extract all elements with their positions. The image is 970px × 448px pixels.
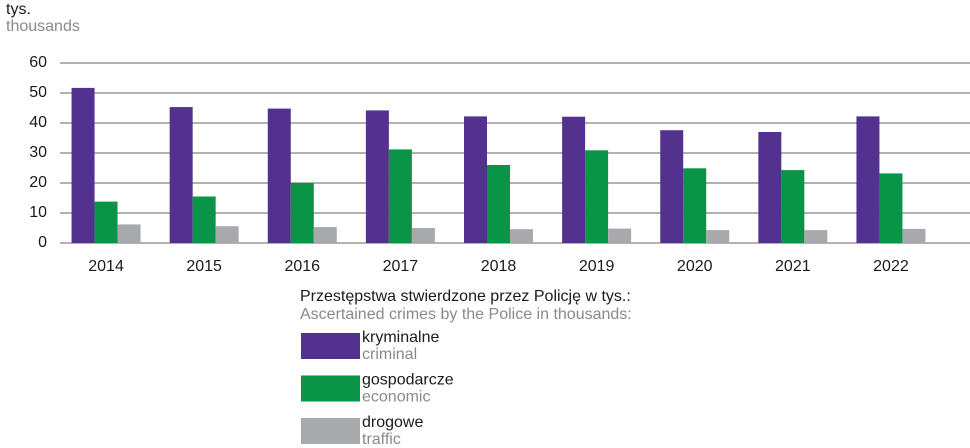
x-tick-label: 2016 — [284, 258, 320, 275]
bar — [683, 168, 707, 243]
x-tick-label: 2014 — [88, 258, 124, 275]
x-tick-label: 2015 — [186, 258, 222, 275]
x-tick-label: 2018 — [481, 258, 517, 275]
bar — [290, 183, 314, 243]
bar — [71, 87, 95, 244]
bar — [585, 150, 609, 243]
y-tick-label: 30 — [29, 144, 47, 161]
bar — [117, 224, 141, 243]
bar — [192, 196, 216, 243]
bar — [365, 110, 389, 244]
legend-label: drogowe — [362, 414, 423, 431]
y-tick-label: 20 — [29, 174, 47, 191]
legend-swatch — [301, 418, 360, 444]
x-tick-label: 2017 — [383, 258, 419, 275]
y-axis-label: tys. — [6, 1, 31, 18]
x-tick-label: 2021 — [775, 258, 811, 275]
x-tick-label: 2022 — [873, 258, 909, 275]
bar — [608, 228, 632, 243]
bar — [464, 116, 487, 243]
bar — [804, 230, 828, 243]
bar — [562, 116, 586, 243]
legend-title: Przestępstwa stwierdzone przez Policję w… — [300, 288, 631, 305]
bar — [879, 173, 903, 243]
legend-label: kryminalne — [362, 329, 439, 346]
legend-title-en: Ascertained crimes by the Police in thou… — [300, 306, 632, 323]
bar — [902, 228, 926, 243]
y-tick-label: 40 — [29, 114, 47, 131]
bar — [660, 130, 684, 243]
bar — [313, 227, 337, 243]
bar — [388, 149, 412, 243]
y-tick-label: 10 — [29, 204, 47, 221]
bar — [510, 229, 533, 243]
legend-label: gospodarcze — [362, 372, 454, 389]
y-tick-label: 60 — [29, 54, 47, 71]
legend-swatch — [301, 375, 360, 402]
y-axis-label-en: thousands — [6, 18, 80, 35]
bar — [215, 226, 239, 243]
x-tick-label: 2020 — [677, 258, 713, 275]
bar — [267, 108, 291, 243]
legend-label-en: traffic — [362, 431, 401, 448]
x-tick-label: 2019 — [579, 258, 615, 275]
legend-label-en: economic — [362, 389, 430, 406]
bar — [706, 230, 730, 243]
bar — [856, 116, 880, 243]
legend-label-en: criminal — [362, 346, 417, 363]
bar — [487, 165, 510, 243]
bar — [781, 170, 805, 243]
bar — [758, 132, 782, 243]
y-tick-label: 50 — [29, 84, 47, 101]
y-tick-label: 0 — [38, 234, 47, 251]
legend-swatch — [301, 333, 360, 359]
bar — [94, 201, 118, 243]
bar — [169, 107, 193, 243]
bar — [411, 228, 435, 243]
